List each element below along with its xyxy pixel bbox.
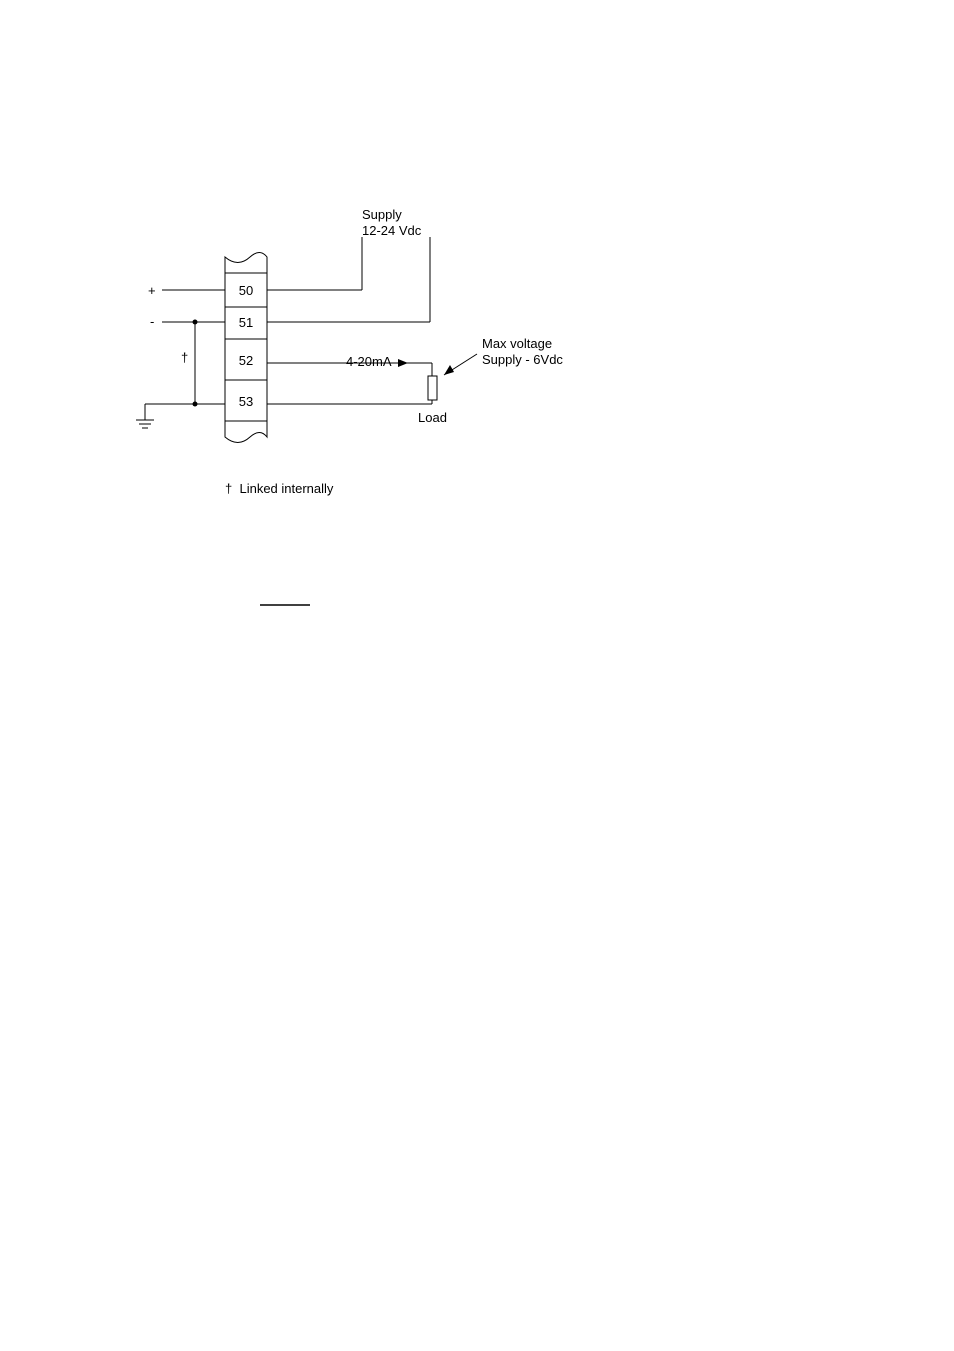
load-label: Load bbox=[418, 410, 447, 426]
footnote: † Linked internally bbox=[225, 481, 333, 497]
max-voltage-label: Max voltage Supply - 6Vdc bbox=[482, 336, 563, 367]
dagger-label: † bbox=[181, 350, 188, 366]
minus-label: - bbox=[150, 314, 154, 330]
terminal-block bbox=[225, 253, 267, 443]
diagram-svg: 50 51 52 53 bbox=[0, 0, 954, 650]
plus-label: + bbox=[148, 283, 156, 299]
ground-icon bbox=[136, 420, 154, 428]
max-voltage-arrowhead bbox=[444, 365, 454, 375]
supply-label: Supply 12-24 Vdc bbox=[362, 207, 421, 238]
wiring-diagram: 50 51 52 53 bbox=[0, 0, 954, 600]
load-resistor bbox=[428, 376, 437, 400]
terminal-53: 53 bbox=[239, 394, 253, 409]
terminal-52: 52 bbox=[239, 353, 253, 368]
terminal-50: 50 bbox=[239, 283, 253, 298]
current-arrow bbox=[398, 359, 408, 367]
current-label: 4-20mA bbox=[346, 354, 392, 370]
terminal-51: 51 bbox=[239, 315, 253, 330]
